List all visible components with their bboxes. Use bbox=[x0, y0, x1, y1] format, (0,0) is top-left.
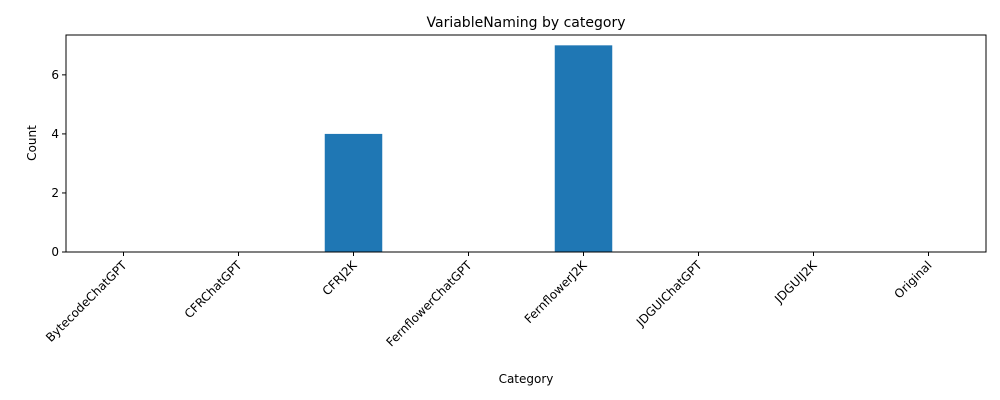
x-tick-label: BytecodeChatGPT bbox=[43, 258, 130, 345]
y-tick-label: 2 bbox=[51, 186, 59, 200]
x-tick-label: CFRJ2K bbox=[320, 257, 361, 298]
bar-FernflowerJ2K bbox=[554, 45, 613, 253]
y-axis: 0 2 4 6 bbox=[51, 68, 66, 259]
x-tick-label: FernflowerJ2K bbox=[522, 257, 591, 326]
x-axis: BytecodeChatGPT CFRChatGPT CFRJ2K Fernflowe… bbox=[43, 252, 935, 350]
x-tick-label: JDGUIChatGPT bbox=[633, 258, 705, 330]
y-tick-label: 4 bbox=[51, 127, 59, 141]
x-tick-label: JDGUIJ2K bbox=[771, 257, 820, 306]
y-axis-label: Count bbox=[25, 125, 39, 161]
y-tick-label: 6 bbox=[51, 68, 59, 82]
x-tick-label: CFRChatGPT bbox=[182, 258, 245, 321]
bar-CFRJ2K bbox=[324, 133, 383, 252]
x-axis-label: Category bbox=[499, 372, 554, 386]
chart-title: VariableNaming by category bbox=[427, 15, 626, 31]
x-tick-label: Original bbox=[892, 258, 935, 301]
bars-group bbox=[324, 45, 613, 253]
plot-frame bbox=[65, 34, 987, 253]
y-tick-label: 0 bbox=[51, 245, 59, 259]
x-tick-label: FernflowerChatGPT bbox=[383, 258, 475, 350]
